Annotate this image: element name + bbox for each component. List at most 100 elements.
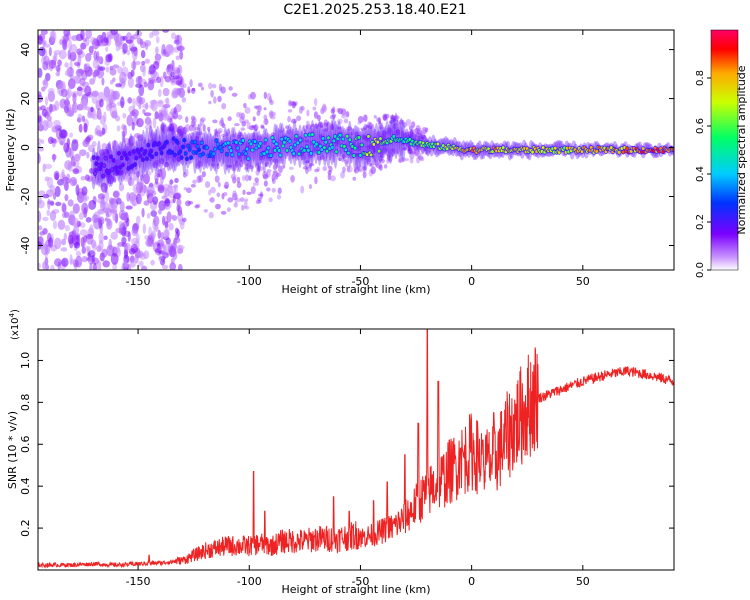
heatmap-noise-cell [404, 158, 410, 162]
heatmap-noise-cell [91, 214, 99, 224]
heatmap-noise-cell [191, 87, 196, 92]
heatmap-noise-cell [320, 154, 326, 161]
heatmap-noise-cell [290, 174, 295, 183]
heatmap-ridge-core [436, 142, 440, 146]
heatmap-noise-cell [92, 71, 97, 78]
heatmap-ridge-core [236, 146, 240, 150]
heatmap-ridge-core [92, 155, 95, 160]
heatmap-noise-cell [88, 45, 94, 54]
heatmap-noise-cell [317, 114, 321, 121]
heatmap-noise-cell [71, 139, 79, 152]
heatmap-ridge-core [360, 143, 364, 147]
heatmap-noise-cell [38, 67, 43, 78]
heatmap-noise-cell [106, 217, 111, 227]
heatmap-noise-cell [140, 50, 146, 59]
heatmap-noise-cell [52, 192, 57, 200]
heatmap-noise-cell [64, 194, 69, 202]
heatmap-ridge-core [305, 145, 309, 149]
heatmap-noise-cell [285, 125, 290, 130]
heatmap-noise-cell [232, 190, 237, 198]
heatmap-noise-cell [371, 146, 376, 151]
heatmap-noise-cell [374, 163, 380, 168]
x-tick-label: -100 [237, 275, 262, 288]
heatmap-noise-cell [300, 185, 305, 194]
colorbar-tick-label: 0.2 [695, 214, 706, 230]
heatmap-noise-cell [145, 238, 152, 247]
heatmap-noise-cell [161, 215, 166, 226]
heatmap-noise-cell [90, 106, 94, 113]
heatmap-noise-cell [250, 186, 256, 194]
heatmap-ridge-core [332, 139, 336, 143]
heatmap-noise-cell [217, 128, 223, 134]
heatmap-ridge-core [150, 155, 154, 159]
heatmap-noise-cell [305, 160, 310, 164]
heatmap-ridge-core [225, 152, 229, 156]
heatmap-noise-cell [46, 115, 53, 122]
heatmap-ridge-core [170, 150, 174, 154]
heatmap-ridge-core [281, 144, 285, 148]
heatmap-noise-cell [82, 197, 87, 203]
heatmap-noise-cell [179, 220, 185, 230]
heatmap-ridge-core [609, 146, 613, 150]
heatmap-noise-cell [398, 119, 404, 125]
heatmap-noise-cell [144, 235, 149, 240]
heatmap-noise-cell [168, 123, 175, 132]
heatmap-noise-cell [88, 168, 94, 174]
heatmap-noise-cell [421, 148, 425, 155]
heatmap-noise-cell [223, 191, 228, 197]
heatmap-ridge-core [288, 139, 292, 143]
heatmap-noise-cell [183, 187, 187, 191]
heatmap-ridge-core [365, 153, 369, 157]
heatmap-ridge-core [284, 136, 288, 140]
heatmap-noise-cell [84, 85, 92, 97]
heatmap-ridge-halo [167, 125, 173, 171]
heatmap-noise-cell [157, 184, 165, 194]
heatmap-ridge-halo [333, 120, 339, 169]
heatmap-noise-cell [64, 62, 69, 68]
heatmap-noise-cell [394, 115, 400, 120]
heatmap-noise-cell [123, 242, 131, 251]
heatmap-noise-cell [210, 89, 214, 98]
heatmap-noise-cell [314, 111, 318, 118]
heatmap-ridge-core [297, 152, 301, 156]
heatmap-ridge-core [249, 142, 253, 146]
heatmap-noise-cell [138, 260, 144, 267]
heatmap-noise-cell [202, 123, 206, 132]
heatmap-noise-cell [52, 220, 58, 230]
heatmap-noise-cell [357, 115, 364, 123]
heatmap-ridge-core [331, 145, 334, 149]
heatmap-noise-cell [50, 264, 55, 270]
heatmap-noise-cell [106, 142, 112, 155]
heatmap-noise-cell [73, 153, 81, 160]
heatmap-noise-cell [81, 70, 88, 81]
heatmap-noise-cell [63, 232, 68, 241]
heatmap-ridge-core [137, 150, 141, 154]
heatmap-ridge-core [176, 141, 180, 145]
heatmap-ridge-core [245, 147, 249, 151]
heatmap-noise-cell [131, 121, 135, 131]
heatmap-noise-cell [61, 212, 67, 218]
x-tick-label: 0 [468, 575, 475, 588]
heatmap-noise-cell [38, 190, 46, 197]
heatmap-noise-cell [356, 141, 360, 149]
heatmap-noise-cell [360, 127, 366, 131]
heatmap-noise-cell [337, 118, 343, 125]
heatmap-noise-cell [105, 54, 112, 63]
heatmap-noise-cell [187, 86, 191, 94]
heatmap-noise-cell [135, 193, 142, 205]
heatmap-noise-cell [418, 131, 423, 136]
heatmap-ridge-core [333, 134, 337, 138]
heatmap-noise-cell [387, 129, 394, 136]
heatmap-noise-cell [255, 180, 259, 186]
heatmap-noise-cell [142, 66, 146, 77]
heatmap-noise-cell [97, 64, 101, 76]
heatmap-ridge-core [160, 151, 164, 155]
heatmap-ridge-core [190, 140, 194, 144]
heatmap-noise-cell [151, 229, 156, 239]
heatmap-noise-cell [181, 128, 186, 134]
heatmap-ridge-core [126, 166, 130, 171]
heatmap-noise-cell [237, 132, 243, 137]
heatmap-noise-cell [170, 71, 175, 78]
heatmap-ridge-halo [121, 134, 127, 181]
heatmap-noise-cell [227, 116, 232, 122]
